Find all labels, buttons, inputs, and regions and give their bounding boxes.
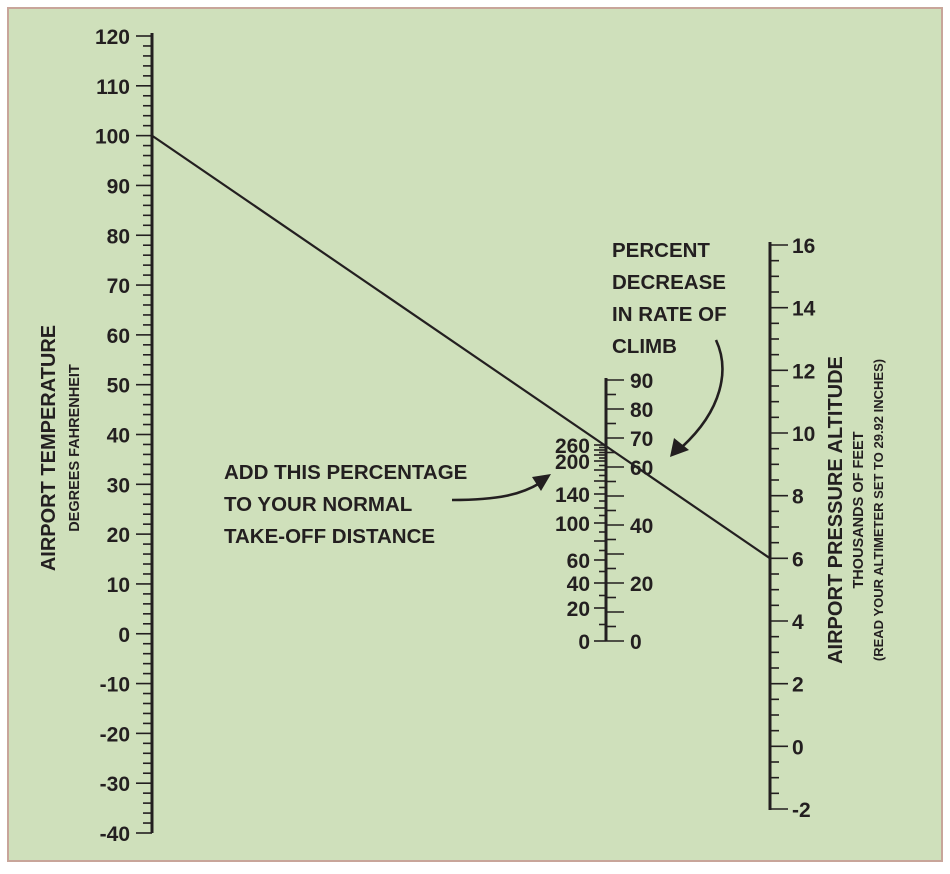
altitude-tick-label: -2 xyxy=(792,799,811,822)
temperature-tick-label: -30 xyxy=(100,773,130,796)
temperature-tick-label: 20 xyxy=(107,524,130,547)
altitude-tick-label: 16 xyxy=(792,235,815,258)
takeoff-tick-label: 40 xyxy=(567,573,590,596)
takeoff-tick-label: 60 xyxy=(567,550,590,573)
altitude-tick-label: 10 xyxy=(792,423,815,446)
temperature-tick-label: 120 xyxy=(95,26,130,49)
climb-label-line-1: PERCENT xyxy=(612,239,710,262)
takeoff-annotation: ADD THIS PERCENTAGE TO YOUR NORMAL TAKE-… xyxy=(224,461,551,548)
temperature-tick-label: 110 xyxy=(96,76,130,99)
temperature-tick-label: 60 xyxy=(107,325,130,348)
takeoff-tick-label: 0 xyxy=(578,631,590,654)
climb-tick-label: 0 xyxy=(630,631,642,654)
takeoff-arrowhead xyxy=(532,474,551,491)
climb-annotation: PERCENT DECREASE IN RATE OF CLIMB xyxy=(612,239,727,457)
takeoff-arrow xyxy=(451,481,541,502)
takeoff-label-line-1: ADD THIS PERCENTAGE xyxy=(224,461,467,484)
altitude-note: (READ YOUR ALTIMETER SET TO 29.92 INCHES… xyxy=(871,359,886,661)
climb-arrowhead xyxy=(670,438,689,457)
altitude-tick-labels: 16 14 12 10 8 6 4 2 0 -2 xyxy=(792,235,816,822)
temperature-tick-label: 80 xyxy=(107,225,130,248)
climb-tick-label: 80 xyxy=(630,399,653,422)
temperature-tick-label: 50 xyxy=(107,375,130,398)
takeoff-climb-ticks xyxy=(594,379,624,642)
climb-tick-label: 20 xyxy=(630,573,653,596)
climb-tick-label: 70 xyxy=(630,428,653,451)
altitude-tick-label: 8 xyxy=(792,486,804,509)
takeoff-tick-label: 200 xyxy=(555,451,590,474)
temperature-tick-label: -20 xyxy=(100,723,130,746)
temperature-scale: 1201101009080706050403020100-10-20-30-40… xyxy=(38,26,154,846)
takeoff-label-line-3: TAKE-OFF DISTANCE xyxy=(224,525,435,548)
temperature-tick-label: 0 xyxy=(118,624,130,647)
chart-background xyxy=(7,7,943,862)
altitude-tick-label: 14 xyxy=(792,298,816,321)
altitude-subtitle: THOUSANDS OF FEET xyxy=(851,431,867,588)
altitude-ticks xyxy=(770,244,788,810)
altitude-tick-label: 2 xyxy=(792,674,804,697)
temperature-tick-label: 10 xyxy=(107,574,130,597)
temperature-tick-label: -10 xyxy=(100,674,130,697)
altitude-tick-label: 12 xyxy=(792,360,815,383)
temperature-tick-label: 90 xyxy=(107,175,130,198)
altitude-title: AIRPORT PRESSURE ALTITUDE xyxy=(825,356,847,664)
climb-tick-label: 90 xyxy=(630,370,653,393)
climb-label-line-2: DECREASE xyxy=(612,271,726,294)
temperature-subtitle: DEGREES FAHRENHEIT xyxy=(67,364,83,532)
temperature-tick-label: 100 xyxy=(95,126,130,149)
example-solution-line xyxy=(151,134,771,560)
temperature-ticks xyxy=(136,35,152,834)
temperature-title: AIRPORT TEMPERATURE xyxy=(38,325,60,571)
takeoff-tick-label: 140 xyxy=(555,484,590,507)
climb-tick-label: 40 xyxy=(630,515,653,538)
altitude-tick-label: 4 xyxy=(792,611,804,634)
altitude-tick-label: 0 xyxy=(792,736,804,759)
takeoff-tick-label: 100 xyxy=(555,513,590,536)
climb-label-line-4: CLIMB xyxy=(612,335,677,358)
temperature-tick-label: 70 xyxy=(107,275,130,298)
takeoff-tick-label: 20 xyxy=(567,598,590,621)
temperature-tick-label: 30 xyxy=(107,474,130,497)
climb-arrow xyxy=(681,339,724,448)
temperature-tick-label: -40 xyxy=(100,823,130,846)
climb-label-line-3: IN RATE OF xyxy=(612,303,727,326)
temperature-tick-label: 40 xyxy=(107,425,130,448)
altitude-tick-label: 6 xyxy=(792,548,804,571)
takeoff-label-line-2: TO YOUR NORMAL xyxy=(224,493,412,516)
takeoff-tick-label: 260 xyxy=(555,435,590,458)
altitude-scale: 16 14 12 10 8 6 4 2 0 -2 AIRPORT PRESSURE ALTITUD… xyxy=(768,235,886,822)
